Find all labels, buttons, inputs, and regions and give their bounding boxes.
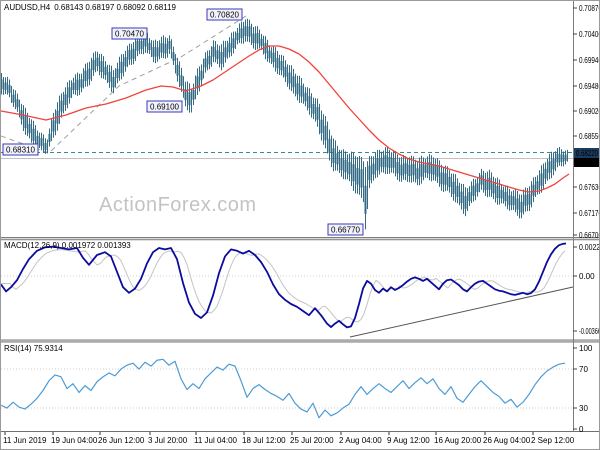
macd-tick-label: 0.00: [579, 272, 595, 281]
date-label: 26 Jun 12:00: [98, 436, 145, 445]
rsi-indicator-label: RSI(14) 75.9314: [4, 344, 63, 353]
date-label: 3 Jul 20:00: [148, 436, 188, 445]
panel-separator: [1, 238, 599, 240]
rsi-tick-label: 30: [579, 404, 588, 413]
annotation-box[interactable]: [146, 100, 183, 113]
macd-trendline[interactable]: [349, 286, 574, 338]
date-label: 19 Jun 04:00: [51, 436, 98, 445]
current-price-tag: [574, 148, 599, 158]
annotation-box[interactable]: [327, 223, 364, 236]
annotation-price-label: 0.68310: [6, 146, 36, 155]
current-price-tag-label: 0.68119: [576, 159, 598, 168]
date-label: 26 Aug 04:00: [483, 436, 531, 445]
date-label: 11 Jun 2019: [3, 436, 47, 445]
annotation-price-label: 0.69100: [150, 103, 180, 112]
rsi-tick-label: 0: [579, 425, 584, 434]
annotation-price-label: 0.66770: [331, 226, 361, 235]
annotation-box[interactable]: [2, 143, 39, 156]
watermark: ActionForex.com: [99, 194, 257, 216]
rsi-tick-label: 70: [579, 365, 588, 374]
panel-separator: [1, 340, 599, 342]
rsi-tick-label: 100: [579, 344, 593, 353]
chart-title: AUDUSD,H4 0.68143 0.68197 0.68092 0.68119: [4, 3, 180, 12]
date-label: 9 Aug 12:00: [387, 436, 430, 445]
macd-indicator-label: MACD(12,26,9) 0.001972 0.001393: [4, 241, 131, 250]
date-label: 2 Aug 04:00: [339, 436, 382, 445]
date-label: 16 Aug 20:00: [434, 436, 482, 445]
candlestick-bodies: [1, 26, 567, 214]
macd-tick-label: -0.003668: [579, 327, 600, 336]
current-price-tag: [574, 158, 599, 167]
symbol-timeframe-label: AUDUSD,H4: [4, 3, 51, 12]
macd-main-line: [1, 242, 567, 329]
macd-tick-label: 0.00224: [579, 243, 600, 252]
rsi-line: [1, 358, 566, 419]
annotation-price-label: 0.70820: [210, 11, 240, 20]
date-label: 11 Jul 04:00: [194, 436, 238, 445]
date-label: 25 Jul 20:00: [290, 436, 334, 445]
annotation-price-label: 0.70470: [115, 30, 145, 39]
price-trendline-dashed: [1, 15, 247, 154]
ohlc-values: 0.68143 0.68197 0.68092 0.68119: [54, 3, 176, 12]
annotation-box[interactable]: [111, 27, 148, 40]
moving-average-line: [1, 45, 570, 193]
date-label: 18 Jul 12:00: [242, 436, 286, 445]
annotation-box[interactable]: [206, 8, 243, 21]
date-label: 2 Sep 12:00: [531, 436, 575, 445]
current-price-tag-label: 0.68220: [576, 149, 598, 158]
